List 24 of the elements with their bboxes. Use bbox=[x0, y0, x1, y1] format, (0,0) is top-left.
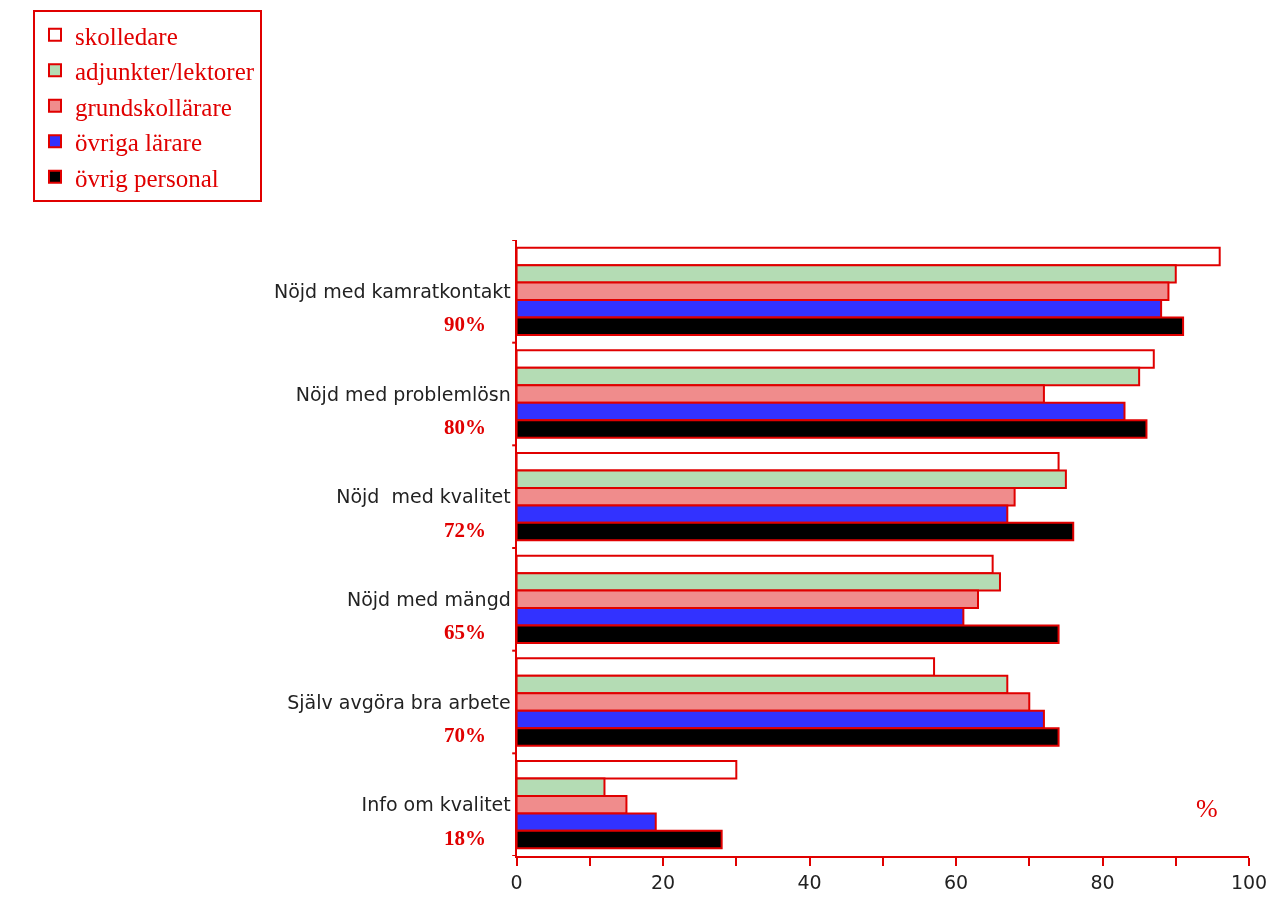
text: 90% bbox=[444, 312, 486, 336]
text: 70% bbox=[444, 723, 486, 747]
x-tick-label: 40 bbox=[797, 870, 822, 893]
y-tick-label: Nöjd med mängd bbox=[346, 587, 511, 610]
y-tick-label: Nöjd med problemlösn bbox=[295, 382, 511, 405]
legend-label: adjunkter/lektorer bbox=[75, 58, 255, 85]
text: 65% bbox=[444, 620, 486, 644]
y-tick-label: Info om kvalitet bbox=[361, 793, 511, 816]
x-tick-label: 60 bbox=[943, 870, 969, 893]
y-tick-label: Nöjd med kvalitet bbox=[336, 485, 511, 508]
x-tick-label: 0 bbox=[510, 870, 523, 893]
text: 72% bbox=[444, 518, 486, 542]
x-tick-label: 100 bbox=[1230, 870, 1268, 893]
legend-label: grundskollärare bbox=[75, 93, 232, 121]
x-axis-title: % bbox=[1196, 794, 1218, 823]
x-tick-label: 80 bbox=[1090, 870, 1115, 893]
legend-label: skolledare bbox=[75, 22, 178, 50]
legend-label: övrig personal bbox=[75, 164, 219, 192]
text: 80% bbox=[444, 415, 486, 439]
legend-label: övriga lärare bbox=[75, 129, 203, 156]
y-tick-label: Själv avgöra bra arbete bbox=[287, 690, 511, 713]
x-tick-label: 20 bbox=[650, 870, 676, 893]
text: 18% bbox=[444, 826, 486, 850]
y-tick-label: Nöjd med kamratkontakt bbox=[274, 279, 511, 302]
